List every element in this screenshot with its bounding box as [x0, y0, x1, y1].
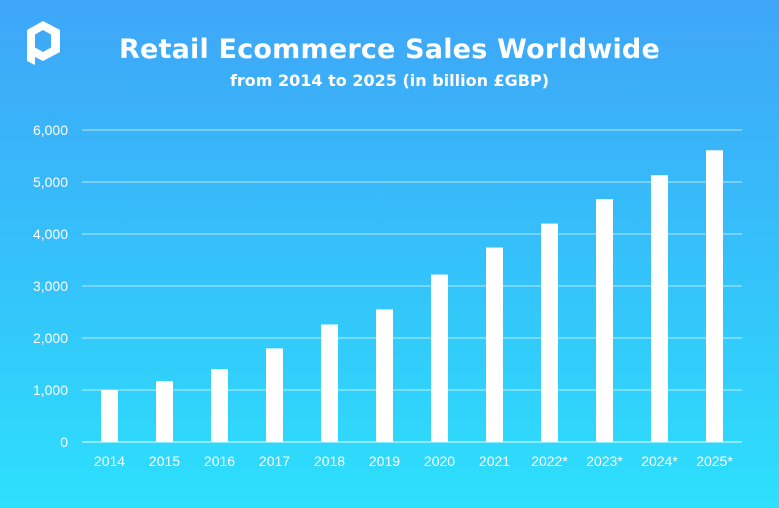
y-tick-label: 1,000 [33, 382, 68, 398]
bars [101, 150, 723, 443]
bar [156, 381, 173, 442]
x-tick-label: 2016 [204, 453, 235, 469]
x-tick-label: 2014 [94, 453, 125, 469]
x-tick-label: 2015 [149, 453, 180, 469]
gridlines [82, 129, 742, 443]
x-tick-label: 2024* [641, 453, 678, 469]
bar [486, 247, 503, 442]
y-tick-label: 2,000 [33, 330, 68, 346]
bar [541, 223, 558, 442]
chart-subtitle: from 2014 to 2025 (in billion £GBP) [229, 71, 550, 90]
y-tick-label: 3,000 [33, 278, 68, 294]
y-axis-tick-labels: 0 1,000 2,000 3,000 4,000 5,000 6,000 [33, 122, 68, 450]
x-tick-label: 2020 [424, 453, 455, 469]
x-tick-label: 2018 [314, 453, 345, 469]
x-tick-label: 2019 [369, 453, 400, 469]
bar [596, 199, 613, 442]
x-axis-tick-labels: 2014 2015 2016 2017 2018 2019 2020 2021 2022* 202… [94, 453, 733, 469]
bar [321, 324, 338, 442]
y-tick-label: 6,000 [33, 122, 68, 138]
bar [376, 309, 393, 442]
x-tick-label: 2023* [586, 453, 623, 469]
x-tick-label: 2025* [696, 453, 733, 469]
bar [706, 150, 723, 442]
bar [266, 348, 283, 442]
chart-title: Retail Ecommerce Sales Worldwide [119, 34, 660, 65]
bar [431, 274, 448, 442]
bar [651, 175, 668, 443]
y-tick-label: 5,000 [33, 174, 68, 190]
y-tick-label: 0 [60, 434, 68, 450]
x-tick-label: 2017 [259, 453, 290, 469]
brand-logo-icon [27, 21, 60, 65]
bar [211, 369, 228, 442]
bar [101, 390, 118, 442]
x-tick-label: 2021 [479, 453, 510, 469]
x-tick-label: 2022* [531, 453, 568, 469]
y-tick-label: 4,000 [33, 226, 68, 242]
